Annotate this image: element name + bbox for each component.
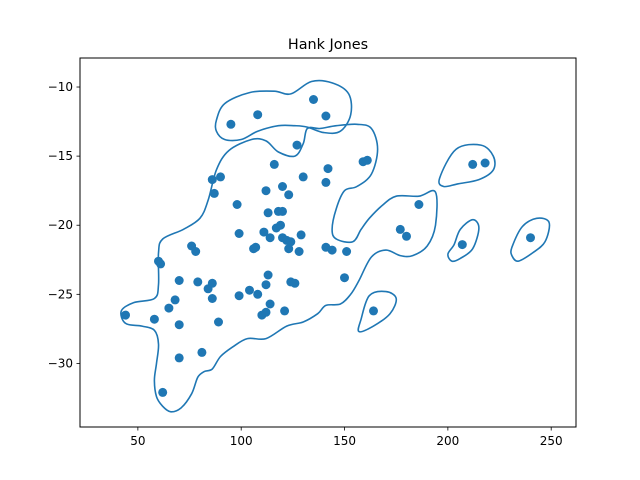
data-point-49 <box>284 244 294 254</box>
data-point-27 <box>251 242 261 252</box>
data-point-12 <box>193 277 203 287</box>
data-point-29 <box>253 110 263 120</box>
data-point-53 <box>292 140 302 150</box>
data-point-36 <box>263 208 273 218</box>
data-point-16 <box>207 278 217 288</box>
data-point-33 <box>261 280 271 290</box>
data-point-18 <box>209 188 219 198</box>
y-tick-label: −10 <box>48 80 73 94</box>
data-point-5 <box>164 303 174 313</box>
data-point-31 <box>259 227 269 237</box>
x-tick-label: 50 <box>130 434 145 448</box>
data-point-73 <box>480 158 490 168</box>
contour-line-0 <box>120 123 438 413</box>
data-point-28 <box>253 289 263 299</box>
data-point-56 <box>298 172 308 182</box>
data-point-8 <box>174 320 184 330</box>
x-tick-label: 250 <box>540 434 563 448</box>
data-point-19 <box>214 317 223 327</box>
data-point-52 <box>290 278 300 288</box>
x-tick-label: 100 <box>230 434 253 448</box>
data-point-23 <box>234 229 244 238</box>
data-point-46 <box>280 306 290 316</box>
data-point-0 <box>121 310 130 320</box>
data-point-72 <box>468 159 478 169</box>
data-point-7 <box>174 276 184 285</box>
data-point-60 <box>321 111 331 121</box>
data-point-35 <box>263 270 273 280</box>
data-point-66 <box>362 155 372 165</box>
data-point-68 <box>395 224 405 234</box>
data-point-71 <box>457 240 467 250</box>
data-point-43 <box>278 182 287 191</box>
x-tick-label: 150 <box>333 434 356 448</box>
y-axis: −10 −15 −20 −25 −30 <box>48 80 80 370</box>
data-point-67 <box>369 306 378 316</box>
data-point-6 <box>170 295 180 305</box>
data-point-39 <box>269 159 279 169</box>
data-point-32 <box>261 186 271 196</box>
contour-line-1 <box>214 79 353 142</box>
contour-line-4 <box>510 217 551 263</box>
data-point-13 <box>197 347 207 357</box>
chart-title: Hank Jones <box>288 37 368 53</box>
data-point-4 <box>158 387 168 397</box>
data-point-22 <box>232 200 242 209</box>
data-point-1 <box>149 314 159 324</box>
data-point-20 <box>216 172 225 182</box>
data-point-63 <box>340 273 349 283</box>
data-point-58 <box>321 177 331 187</box>
data-point-21 <box>226 119 236 129</box>
data-point-38 <box>265 299 275 309</box>
x-tick-label: 200 <box>436 434 459 448</box>
x-axis: 50 100 150 200 250 <box>130 427 563 448</box>
data-point-74 <box>526 233 535 243</box>
contour-line-2 <box>438 143 496 188</box>
data-point-34 <box>261 307 271 317</box>
data-point-24 <box>234 291 244 301</box>
data-point-11 <box>191 247 201 256</box>
data-point-55 <box>296 230 306 240</box>
data-point-51 <box>286 237 296 247</box>
data-point-64 <box>342 247 352 256</box>
data-point-69 <box>402 231 411 241</box>
data-point-17 <box>207 294 217 303</box>
data-point-37 <box>265 233 275 243</box>
contour-line-3 <box>447 218 480 263</box>
data-point-70 <box>414 200 424 209</box>
y-tick-label: −30 <box>48 356 73 370</box>
contour-line-5 <box>357 290 398 333</box>
data-point-9 <box>174 353 184 363</box>
data-point-54 <box>294 247 304 256</box>
data-point-25 <box>245 285 254 295</box>
y-tick-label: −20 <box>48 218 73 232</box>
data-point-57 <box>309 95 318 104</box>
data-points <box>121 95 535 397</box>
data-point-61 <box>323 164 333 174</box>
data-point-42 <box>276 220 285 230</box>
y-tick-label: −25 <box>48 287 73 301</box>
data-point-44 <box>278 206 287 216</box>
data-point-3 <box>156 259 166 269</box>
y-tick-label: −15 <box>48 149 73 163</box>
density-contours <box>120 79 551 413</box>
data-point-62 <box>327 245 337 255</box>
data-point-48 <box>284 190 294 200</box>
data-point-15 <box>207 175 217 185</box>
plot-frame <box>79 57 577 428</box>
